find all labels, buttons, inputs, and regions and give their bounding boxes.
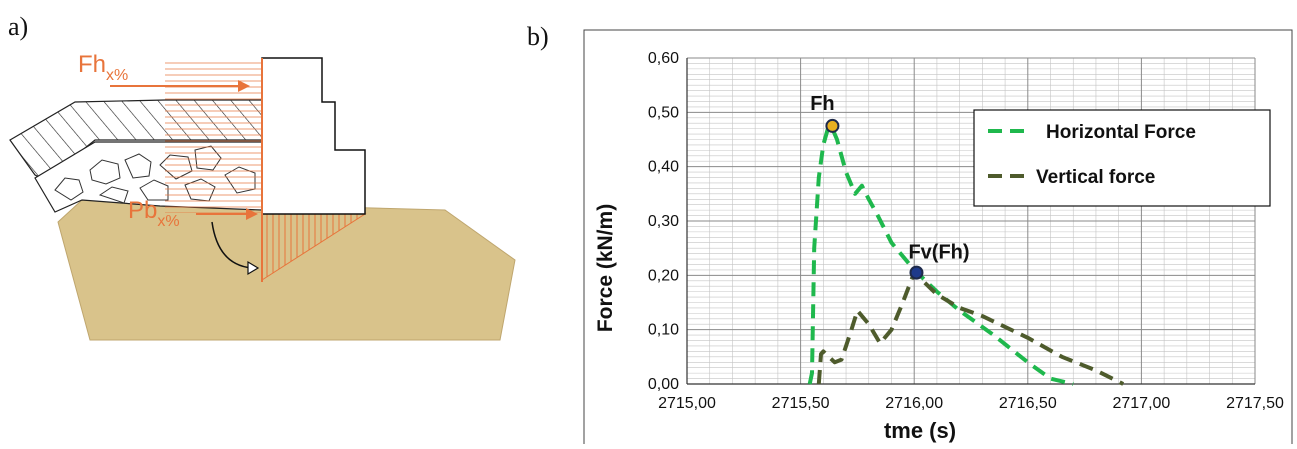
series-line-horizontal xyxy=(807,126,1074,386)
legend-label-vertical: Vertical force xyxy=(1036,167,1155,188)
legend-label-horizontal: Horizontal Force xyxy=(1046,122,1196,143)
y-tick-label: 0,60 xyxy=(648,50,679,67)
annotations: Fh Fv(Fh) xyxy=(810,93,970,280)
rotation-arc xyxy=(211,221,253,269)
x-tick-label: 2715,50 xyxy=(772,395,830,412)
y-tick-label: 0,50 xyxy=(648,104,679,121)
axes: 0,00 0,10 0,20 0,30 0,40 0,50 0,60 2715,00 2715,… xyxy=(648,50,1284,412)
panel-a-label: a) xyxy=(8,12,29,41)
fh-arrowhead xyxy=(238,80,250,92)
fh-label: Fhx% xyxy=(78,51,128,84)
series-line-vertical xyxy=(816,270,1125,386)
series xyxy=(807,126,1125,386)
x-tick-label: 2716,50 xyxy=(999,395,1057,412)
x-tick-label: 2717,00 xyxy=(1112,395,1170,412)
horizontal-pressure-area xyxy=(165,58,262,213)
x-tick-label: 2717,50 xyxy=(1226,395,1284,412)
y-tick-label: 0,00 xyxy=(648,376,679,393)
wall-diagram: Fhx% Pbx% xyxy=(0,0,560,444)
y-tick-label: 0,20 xyxy=(648,267,679,284)
legend: Horizontal Force Vertical force xyxy=(973,109,1271,207)
rotation-arrowhead xyxy=(247,260,260,276)
annotation-label-1: Fv(Fh) xyxy=(908,242,969,264)
x-tick-label: 2715,00 xyxy=(658,395,716,412)
crown-wall xyxy=(261,57,366,215)
y-tick-label: 0,10 xyxy=(648,322,679,339)
y-axis-label: Force (kN/m) xyxy=(594,204,617,332)
y-tick-label: 0,30 xyxy=(648,213,679,230)
force-chart-svg: 0,00 0,10 0,20 0,30 0,40 0,50 0,60 2715,00 2715,… xyxy=(583,29,1293,449)
pb-arrowhead xyxy=(246,208,258,220)
x-axis-label: tme (s) xyxy=(884,418,956,443)
annotation-marker-0 xyxy=(825,118,840,133)
annotation-marker-1 xyxy=(909,265,924,280)
x-tick-label: 2716,00 xyxy=(885,395,943,412)
chart-frame xyxy=(583,29,1293,449)
legend-box xyxy=(973,109,1271,207)
grid xyxy=(686,57,1256,385)
panel-b-label: b) xyxy=(527,22,549,51)
force-chart: 0,00 0,10 0,20 0,30 0,40 0,50 0,60 2715,00 2715,… xyxy=(570,0,1297,449)
wall-diagram-svg: Fhx% Pbx% xyxy=(9,51,516,341)
annotation-label-0: Fh xyxy=(810,93,834,115)
pb-label: Pbx% xyxy=(128,197,180,230)
y-tick-label: 0,40 xyxy=(648,159,679,176)
